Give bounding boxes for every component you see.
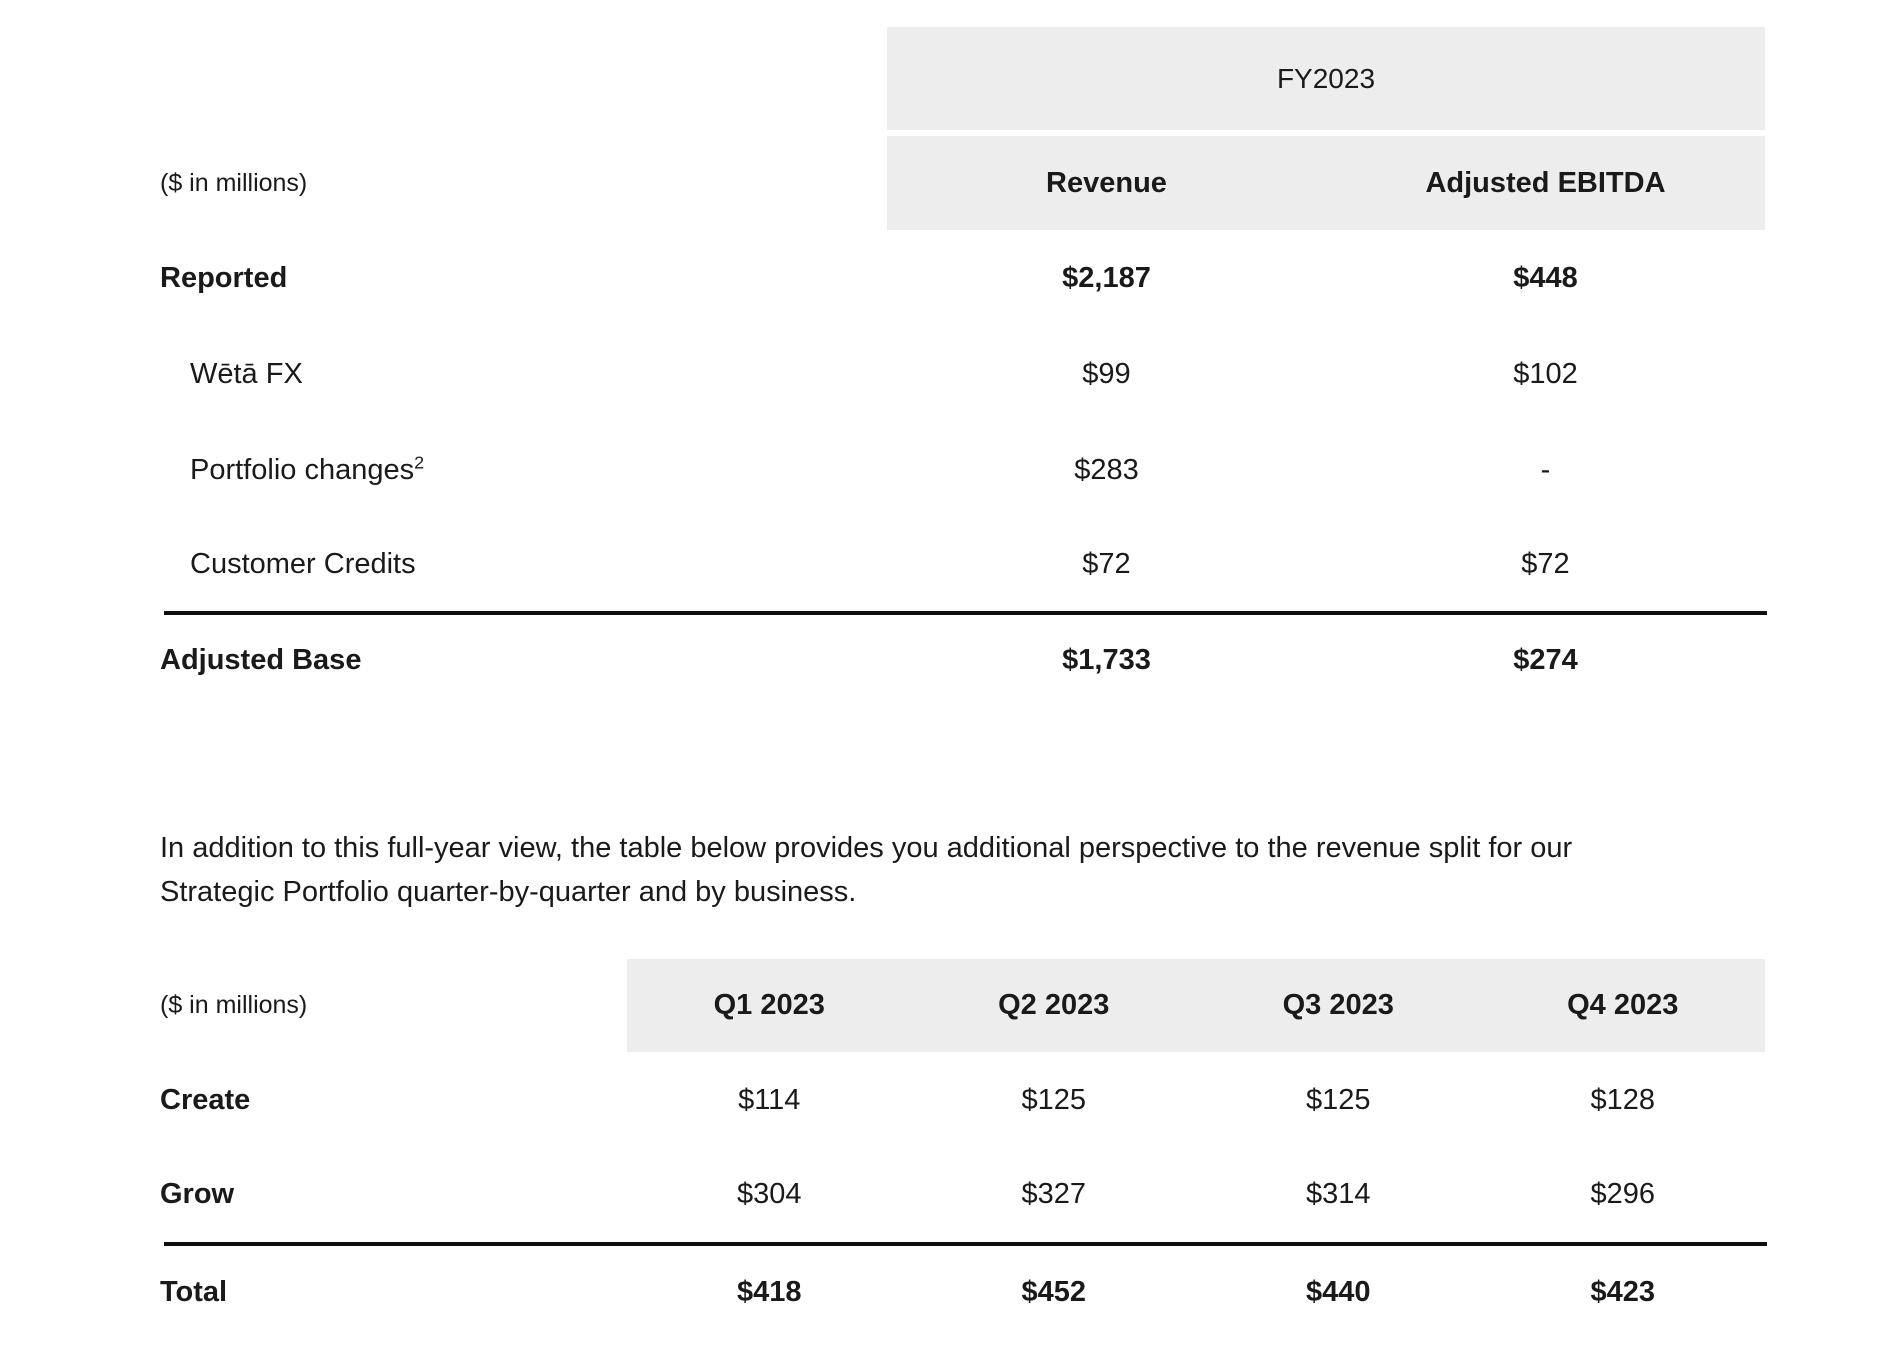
cell-q1: $418 bbox=[736, 1275, 802, 1308]
quarterly-column-header-band: Q1 2023 Q2 2023 Q3 2023 Q4 2023 bbox=[627, 959, 1765, 1052]
footnote-superscript: 2 bbox=[414, 451, 425, 472]
cell-adjusted-ebitda: $102 bbox=[1513, 357, 1578, 390]
adjusted-ebitda-column-header: Adjusted EBITDA bbox=[1425, 166, 1666, 199]
cell-revenue: $99 bbox=[1082, 357, 1131, 390]
table-row-weta-fx: Wētā FX $99 $102 bbox=[0, 326, 1886, 422]
cell-q2: $452 bbox=[1021, 1275, 1086, 1308]
fy2023-table-body: Reported $2,187 $448 Wētā FX $99 $102 Po… bbox=[0, 230, 1886, 611]
cell-q1: $304 bbox=[736, 1177, 802, 1210]
cell-q4: $423 bbox=[1590, 1275, 1655, 1308]
table-row-grow: Grow $304 $327 $314 $296 bbox=[0, 1148, 1886, 1240]
cell-q3: $314 bbox=[1305, 1177, 1371, 1210]
row-label: Total bbox=[160, 1275, 228, 1308]
q2-2023-column-header: Q2 2023 bbox=[998, 989, 1110, 1021]
row-label: Adjusted Base bbox=[160, 643, 362, 676]
cell-adjusted-ebitda: $72 bbox=[1521, 548, 1570, 580]
cell-q4: $296 bbox=[1590, 1177, 1655, 1210]
cell-adjusted-ebitda: - bbox=[1540, 453, 1551, 486]
units-label-fy-table: ($ in millions) bbox=[160, 168, 308, 197]
quarterly-table-body: Create $114 $125 $125 $128 Grow $304 $32… bbox=[0, 1052, 1886, 1240]
table-row-portfolio-changes: Portfolio changes2 $283 - bbox=[0, 422, 1886, 518]
fy2023-group-header-band: FY2023 bbox=[887, 27, 1765, 130]
body-paragraph: In addition to this full-year view, the … bbox=[160, 832, 1573, 908]
row-label: Grow bbox=[160, 1177, 235, 1210]
table-divider bbox=[164, 611, 1767, 615]
q1-2023-column-header: Q1 2023 bbox=[713, 989, 825, 1021]
units-label-quarterly-table: ($ in millions) bbox=[160, 991, 308, 1019]
cell-adjusted-ebitda: $448 bbox=[1513, 261, 1578, 294]
cell-adjusted-ebitda: $274 bbox=[1513, 643, 1578, 676]
q3-2023-column-header: Q3 2023 bbox=[1282, 989, 1394, 1021]
table-divider bbox=[164, 1242, 1767, 1246]
cell-q3: $440 bbox=[1305, 1275, 1371, 1308]
cell-q2: $125 bbox=[1021, 1083, 1086, 1116]
row-label: Create bbox=[160, 1083, 251, 1116]
table-row-customer-credits: Customer Credits $72 $72 bbox=[0, 518, 1886, 611]
cell-revenue: $1,733 bbox=[1062, 643, 1151, 676]
table-row-reported: Reported $2,187 $448 bbox=[0, 230, 1886, 326]
table-row-adjusted-base: Adjusted Base $1,733 $274 bbox=[0, 615, 1886, 705]
row-label: Wētā FX bbox=[190, 357, 303, 390]
row-label: Portfolio changes2 bbox=[0, 451, 887, 487]
fy2023-column-header-band: Revenue Adjusted EBITDA bbox=[887, 136, 1765, 230]
revenue-column-header: Revenue bbox=[1046, 166, 1167, 199]
row-label: Reported bbox=[160, 261, 288, 294]
table-row-total: Total $418 $452 $440 $423 bbox=[0, 1248, 1886, 1336]
cell-q1: $114 bbox=[738, 1083, 801, 1116]
row-label-text: Portfolio changes bbox=[190, 453, 415, 486]
q4-2023-column-header: Q4 2023 bbox=[1567, 989, 1679, 1021]
cell-q4: $128 bbox=[1590, 1083, 1655, 1116]
fy2023-label: FY2023 bbox=[1276, 62, 1376, 94]
cell-revenue: $283 bbox=[1074, 453, 1139, 486]
cell-revenue: $2,187 bbox=[1062, 261, 1151, 294]
cell-revenue: $72 bbox=[1082, 548, 1131, 580]
table-row-create: Create $114 $125 $125 $128 bbox=[0, 1052, 1886, 1148]
cell-q3: $125 bbox=[1305, 1083, 1371, 1116]
row-label: Customer Credits bbox=[190, 548, 416, 580]
cell-q2: $327 bbox=[1021, 1177, 1086, 1210]
